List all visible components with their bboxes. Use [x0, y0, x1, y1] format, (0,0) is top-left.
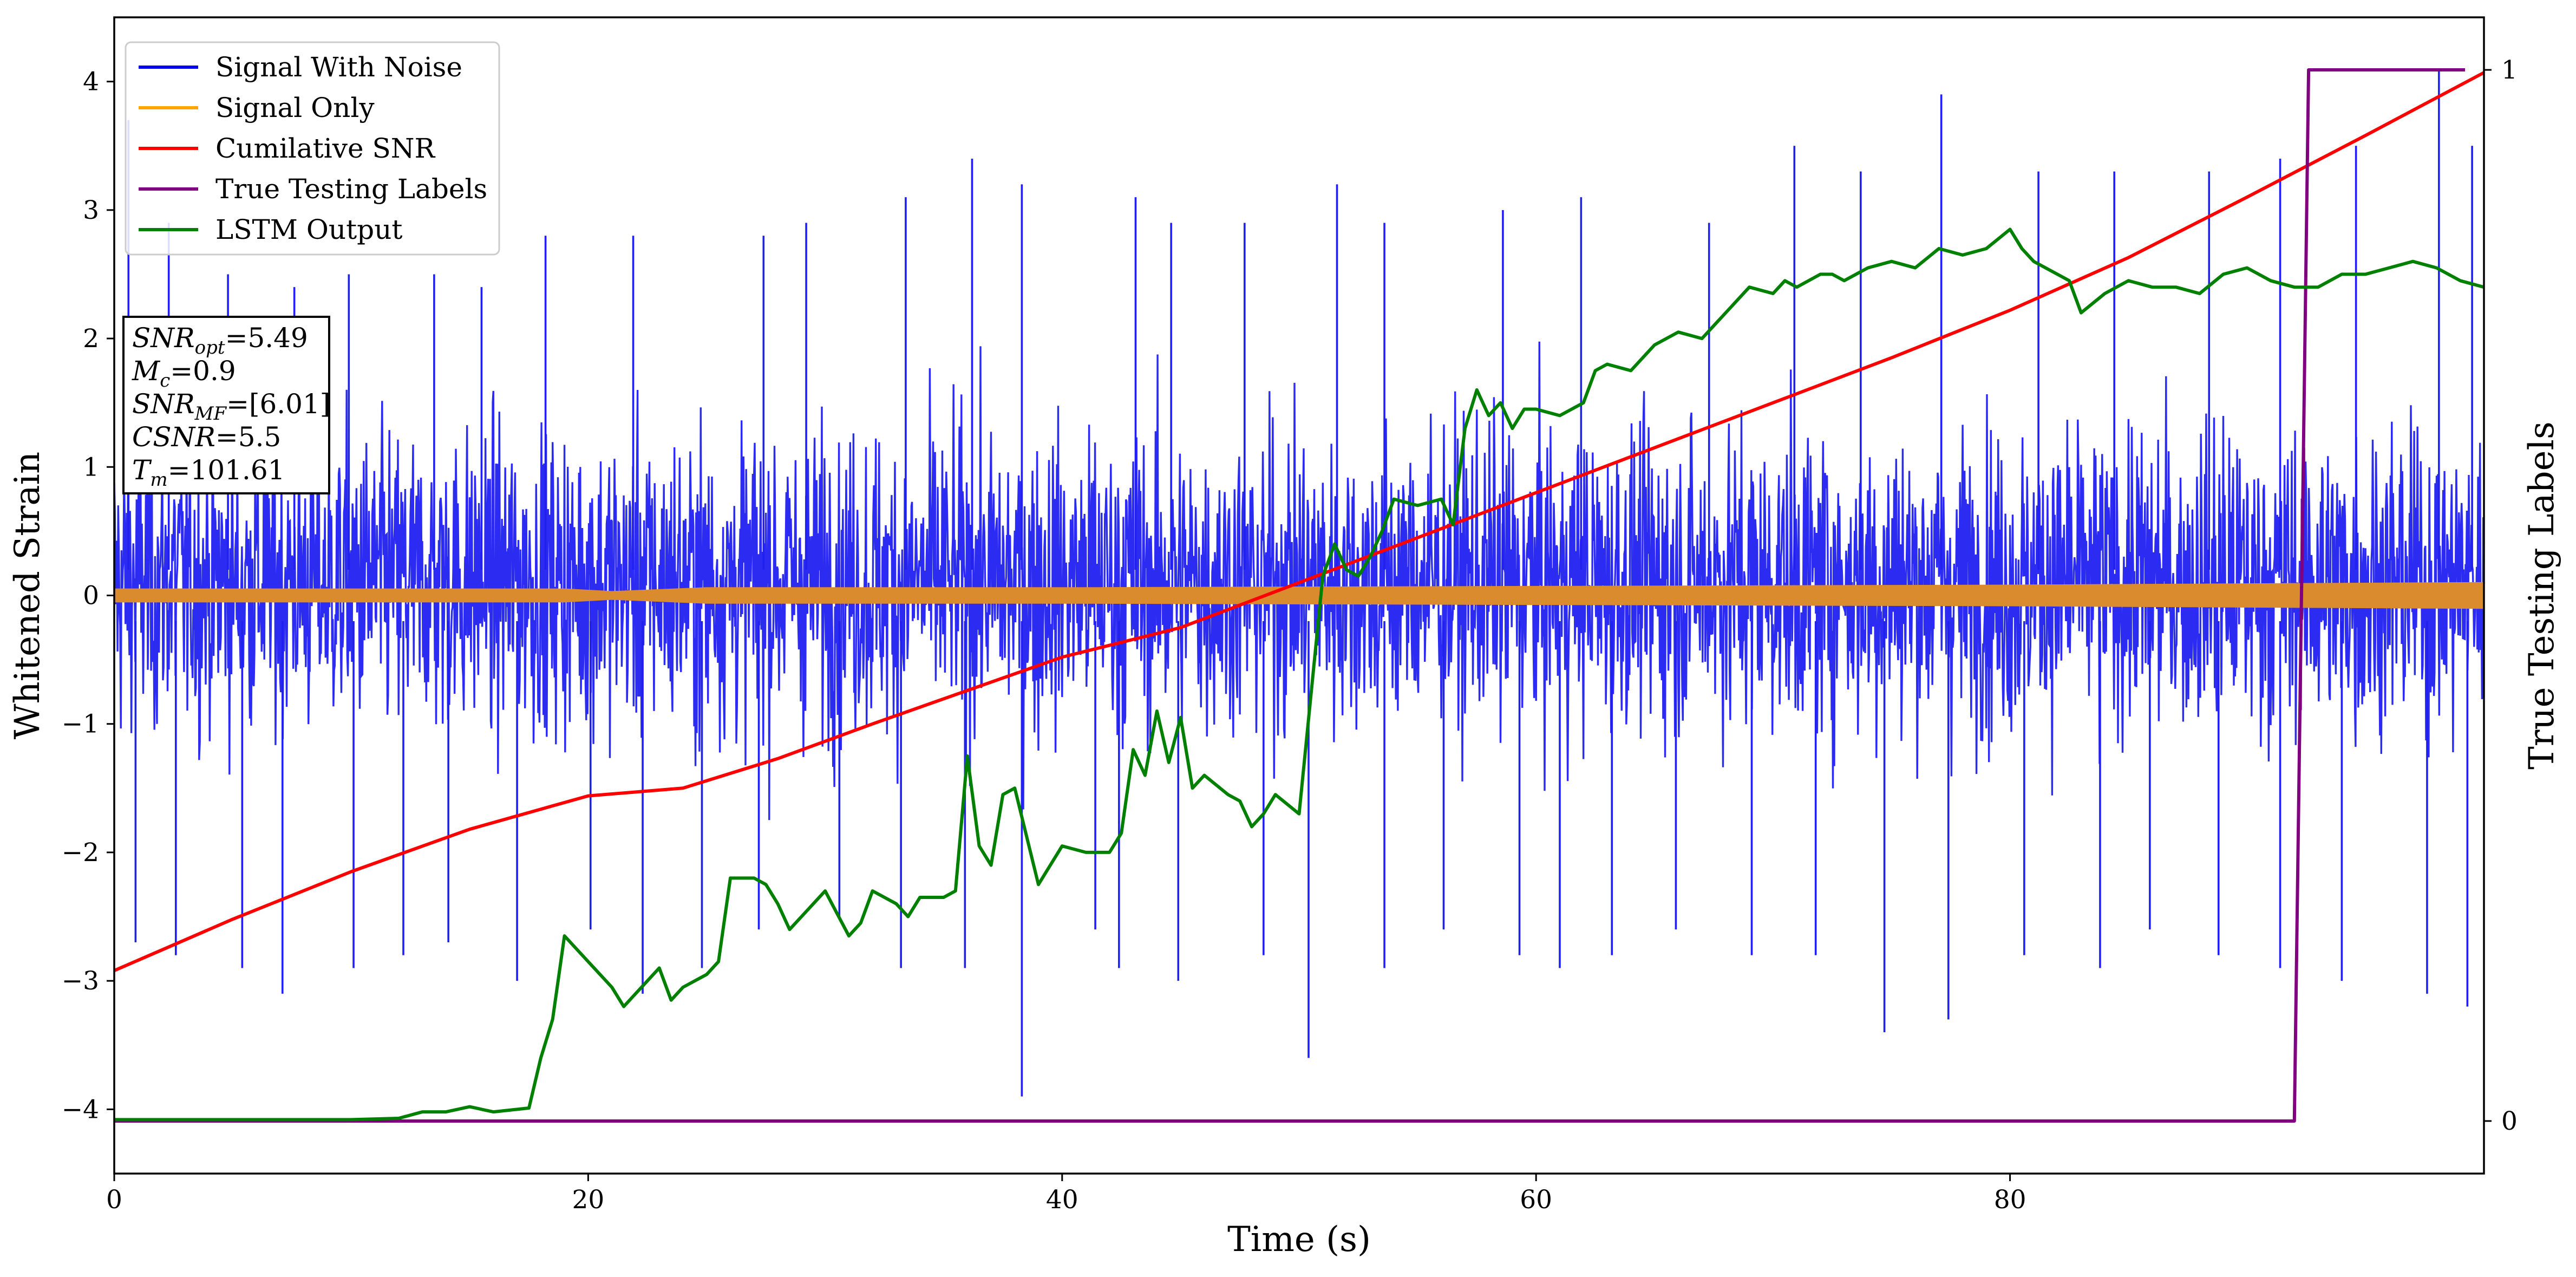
series-line-lstm-output [114, 227, 2484, 1122]
legend: Signal With Noise Signal Only Cumilative S… [125, 41, 500, 256]
x-tick-label: 60 [1520, 1185, 1552, 1215]
info-box-frame [122, 316, 330, 494]
x-axis-label: Time (s) [1227, 1220, 1371, 1260]
info-box-line: Mc=0.9 [132, 355, 236, 392]
y-tick-label: 3 [83, 196, 99, 225]
y-tick-label: 0 [83, 581, 99, 611]
legend-entry-label: Signal With Noise [215, 51, 462, 83]
y2-tick-label: 1 [2501, 55, 2518, 85]
y-tick-label: 1 [83, 452, 99, 482]
info-box: SNRopt=5.49Mc=0.9SNRMF=[6.01]CSNR=5.5Tm=… [122, 316, 330, 494]
y-tick-label: −2 [62, 838, 99, 868]
series-line-signal-with-noise [114, 341, 2484, 820]
y-axis-label: Whitened Strain [8, 452, 48, 739]
series-line-true-testing-labels [114, 68, 2465, 1123]
info-box-line: Tm=101.61 [132, 454, 285, 491]
info-box-line: CSNR=5.5 [132, 421, 281, 453]
legend-box [125, 41, 500, 256]
legend-entry-label: LSTM Output [215, 214, 402, 245]
info-box-line: SNRMF=[6.01] [132, 388, 330, 425]
series-band-signal-only [114, 582, 2484, 609]
x-tick-label: 40 [1046, 1185, 1078, 1215]
x-tick-label: 0 [106, 1185, 122, 1215]
y-tick-label: −1 [62, 709, 99, 739]
y2-axis-label: True Testing Labels [2522, 421, 2562, 770]
y-tick-label: 2 [83, 324, 99, 354]
x-tick-label: 20 [572, 1185, 604, 1215]
legend-entry-label: Signal Only [215, 92, 375, 123]
legend-entry-label: True Testing Labels [215, 173, 487, 205]
x-tick-label: 80 [1994, 1185, 2026, 1215]
legend-entry-label: Cumilative SNR [215, 133, 435, 164]
info-box-line: SNRopt=5.49 [132, 322, 308, 359]
y-tick-label: −4 [62, 1094, 99, 1124]
y-tick-label: −3 [62, 966, 99, 996]
y2-tick-label: 0 [2501, 1106, 2518, 1136]
y-tick-label: 4 [83, 67, 99, 97]
